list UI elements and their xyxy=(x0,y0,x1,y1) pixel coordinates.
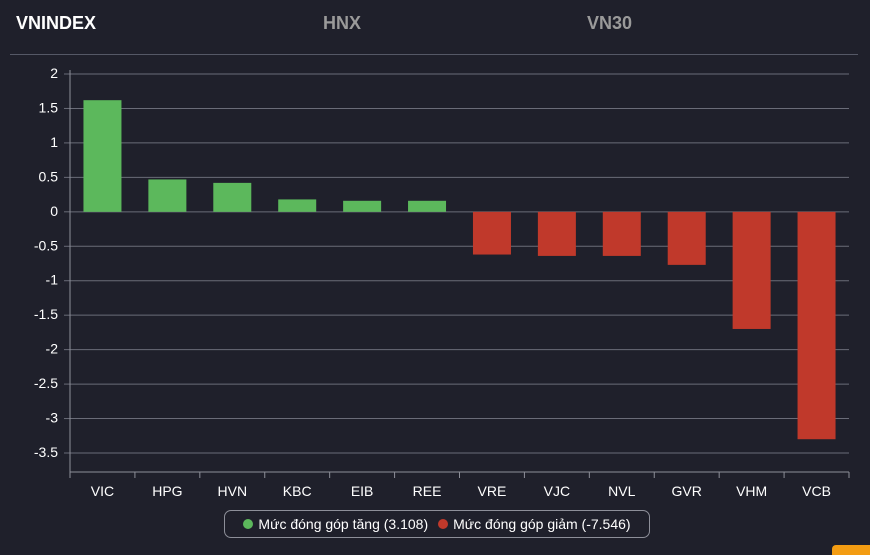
contribution-bar-chart: 2 1.5 1 0.5 0 -0.5 -1 -1.5 -2 -2.5 -3 -3.5 VIC HPG HVN… xyxy=(34,65,850,499)
bar-vcb xyxy=(797,211,836,440)
bar-vhm xyxy=(732,211,771,329)
x-tick-label: KBC xyxy=(283,483,312,499)
legend-item-increase[interactable]: Mức đóng góp tăng (3.108) xyxy=(243,516,428,532)
tab-vn30[interactable]: VN30 xyxy=(587,13,633,33)
bar-ree xyxy=(408,200,447,212)
bar-hvn xyxy=(213,182,252,212)
legend-item-decrease[interactable]: Mức đóng góp giảm (-7.546) xyxy=(438,516,631,532)
y-tick-label: -1 xyxy=(46,272,59,288)
bar-vic xyxy=(83,100,122,212)
y-tick-label: -3 xyxy=(46,410,59,426)
x-tick-label: EIB xyxy=(351,483,374,499)
x-tick-label: VCB xyxy=(802,483,831,499)
y-tick-label: 2 xyxy=(50,65,58,81)
y-tick-label: -0.5 xyxy=(34,237,58,253)
bar-nvl xyxy=(602,211,641,256)
x-tick-label: HPG xyxy=(152,483,182,499)
bar-kbc xyxy=(278,199,317,212)
x-tick-label: GVR xyxy=(672,483,702,499)
tabs-divider xyxy=(10,54,858,55)
chart-legend: Mức đóng góp tăng (3.108) Mức đóng góp g… xyxy=(224,510,650,538)
index-tabs: VNINDEX HNX VN30 xyxy=(0,0,870,48)
tab-hnx[interactable]: HNX xyxy=(323,13,362,33)
x-tick-label: VJC xyxy=(544,483,570,499)
y-tick-label: 1 xyxy=(50,134,58,150)
y-tick-label: 0.5 xyxy=(39,168,59,184)
legend-increase-label: Mức đóng góp tăng (3.108) xyxy=(258,516,429,532)
corner-badge[interactable] xyxy=(832,545,870,555)
y-tick-label: 0 xyxy=(50,203,58,219)
legend-decrease-dot-icon xyxy=(438,519,449,529)
y-tick-label: -1.5 xyxy=(34,306,58,322)
bar-hpg xyxy=(148,179,187,212)
x-tick-label: VRE xyxy=(478,483,507,499)
x-tick-label: HVN xyxy=(218,483,248,499)
bar-vre xyxy=(472,211,511,255)
y-tick-label: -3.5 xyxy=(34,444,58,460)
bar-gvr xyxy=(667,211,706,265)
x-tick-label: VIC xyxy=(91,483,114,499)
x-tick-label: VHM xyxy=(736,483,767,499)
y-tick-label: -2.5 xyxy=(34,375,58,391)
bar-vjc xyxy=(537,211,576,256)
bar-eib xyxy=(343,200,382,212)
x-tick-label: REE xyxy=(413,483,442,499)
y-tick-label: 1.5 xyxy=(39,99,59,115)
legend-decrease-label: Mức đóng góp giảm (-7.546) xyxy=(453,516,631,532)
x-tick-label: NVL xyxy=(608,483,635,499)
tab-vnindex[interactable]: VNINDEX xyxy=(16,13,97,33)
y-tick-label: -2 xyxy=(46,341,59,357)
legend-increase-dot-icon xyxy=(243,519,254,529)
